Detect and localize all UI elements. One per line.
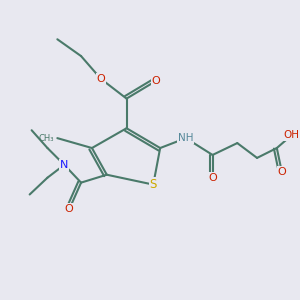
Text: O: O	[97, 74, 105, 84]
Text: O: O	[278, 167, 286, 177]
Text: N: N	[60, 160, 68, 170]
Text: CH₃: CH₃	[39, 134, 54, 142]
Text: OH: OH	[284, 130, 300, 140]
Text: O: O	[208, 173, 217, 183]
Text: S: S	[150, 178, 157, 191]
Text: O: O	[152, 76, 161, 86]
Text: O: O	[65, 204, 74, 214]
Text: NH: NH	[178, 133, 194, 143]
